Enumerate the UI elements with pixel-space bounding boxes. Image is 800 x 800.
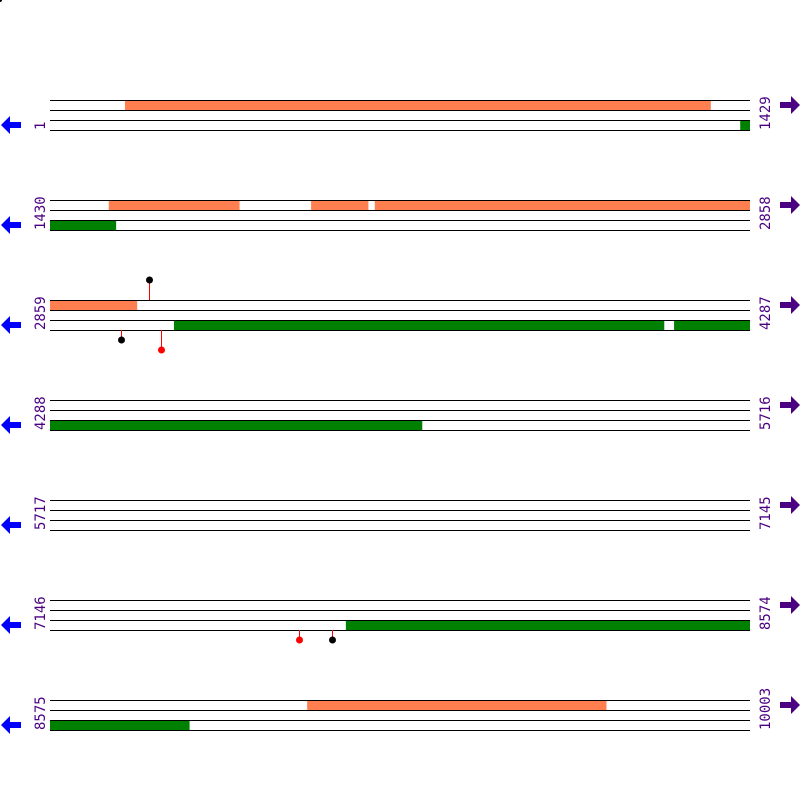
reverse-feature (50, 420, 423, 430)
row-end-label: 1429 (758, 96, 774, 130)
forward-feature (124, 100, 711, 110)
arrow-right-icon (780, 396, 800, 414)
arrow-right-icon (780, 596, 800, 614)
map-row: 7146 8574 (1, 596, 800, 644)
arrow-right-icon (780, 696, 800, 714)
arrow-right-icon (780, 496, 800, 514)
map-row: 1430 2858 (1, 196, 800, 234)
row-end-label: 5716 (758, 396, 774, 430)
marker-dot (118, 336, 125, 344)
reverse-feature (173, 320, 665, 330)
map-row: 1 1429 (1, 96, 800, 134)
forward-feature (311, 200, 369, 210)
forward-feature (307, 700, 607, 710)
row-start-label: 5717 (33, 496, 49, 530)
arrow-left-icon (1, 316, 21, 334)
map-row: 8575 10003 (1, 688, 800, 734)
arrow-left-icon (1, 416, 21, 434)
arrow-right-icon (780, 96, 800, 114)
reverse-feature (50, 220, 117, 230)
row-start-label: 8575 (33, 696, 49, 730)
reverse-feature (50, 720, 190, 730)
row-start-label: 1 (33, 122, 49, 130)
corner-dot (0, 0, 2, 2)
arrow-right-icon (780, 296, 800, 314)
reverse-feature (740, 120, 750, 130)
row-end-label: 2858 (758, 196, 774, 230)
arrow-left-icon (1, 116, 21, 134)
row-end-label: 8574 (758, 596, 774, 630)
arrow-left-icon (1, 616, 21, 634)
arrow-right-icon (780, 196, 800, 214)
row-end-label: 10003 (758, 688, 774, 730)
row-start-label: 1430 (33, 196, 49, 230)
row-end-label: 4287 (758, 296, 774, 330)
forward-feature (50, 300, 138, 310)
marker-dot (158, 346, 165, 354)
row-start-label: 4288 (33, 396, 49, 430)
reverse-feature (345, 620, 750, 630)
marker-dot (296, 636, 303, 644)
reverse-feature (674, 320, 750, 330)
arrow-left-icon (1, 516, 21, 534)
forward-feature (108, 200, 240, 210)
forward-feature (374, 200, 750, 210)
arrow-left-icon (1, 216, 21, 234)
marker-dot (329, 636, 336, 644)
map-row: 5717 7145 (1, 496, 800, 534)
arrow-left-icon (1, 716, 21, 734)
row-end-label: 7145 (758, 496, 774, 530)
row-start-label: 7146 (33, 596, 49, 630)
marker-dot (146, 276, 153, 284)
row-start-label: 2859 (33, 296, 49, 330)
map-row: 2859 4287 (1, 276, 800, 354)
map-row: 4288 5716 (1, 396, 800, 434)
